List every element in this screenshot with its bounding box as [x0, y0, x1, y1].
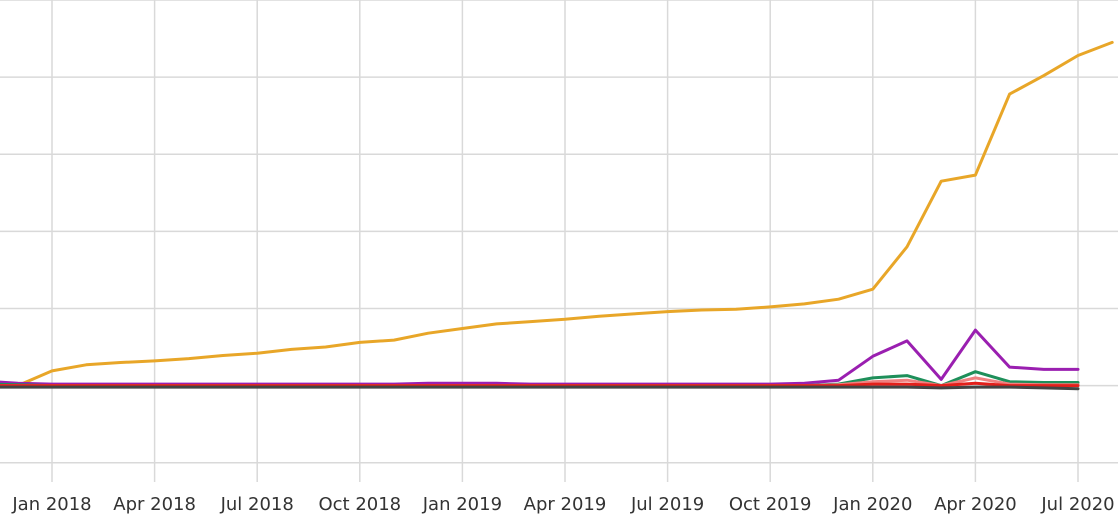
- series-line-2: [0, 328, 1080, 386]
- chart-grid: [0, 0, 1118, 482]
- series-line-6: [0, 385, 1080, 391]
- x-axis-tick-labels: Jan 2018 Apr 2018 Jul 2018 Oct 2018 Jan 2019…: [11, 494, 1114, 515]
- chart-series: [0, 40, 1114, 391]
- x-tick-label: Jul 2018: [220, 494, 294, 515]
- x-tick-label: Jan 2018: [11, 494, 91, 515]
- x-tick-label: Jul 2020: [1040, 494, 1114, 515]
- series-line-1: [0, 40, 1114, 388]
- x-tick-label: Apr 2020: [934, 494, 1017, 515]
- x-tick-label: Jul 2019: [630, 494, 704, 515]
- x-tick-label: Apr 2018: [113, 494, 196, 515]
- x-tick-label: Jan 2020: [832, 494, 912, 515]
- x-tick-label: Oct 2019: [729, 494, 812, 515]
- x-tick-label: Jan 2019: [422, 494, 502, 515]
- x-tick-label: Apr 2019: [524, 494, 607, 515]
- x-tick-label: Oct 2018: [318, 494, 401, 515]
